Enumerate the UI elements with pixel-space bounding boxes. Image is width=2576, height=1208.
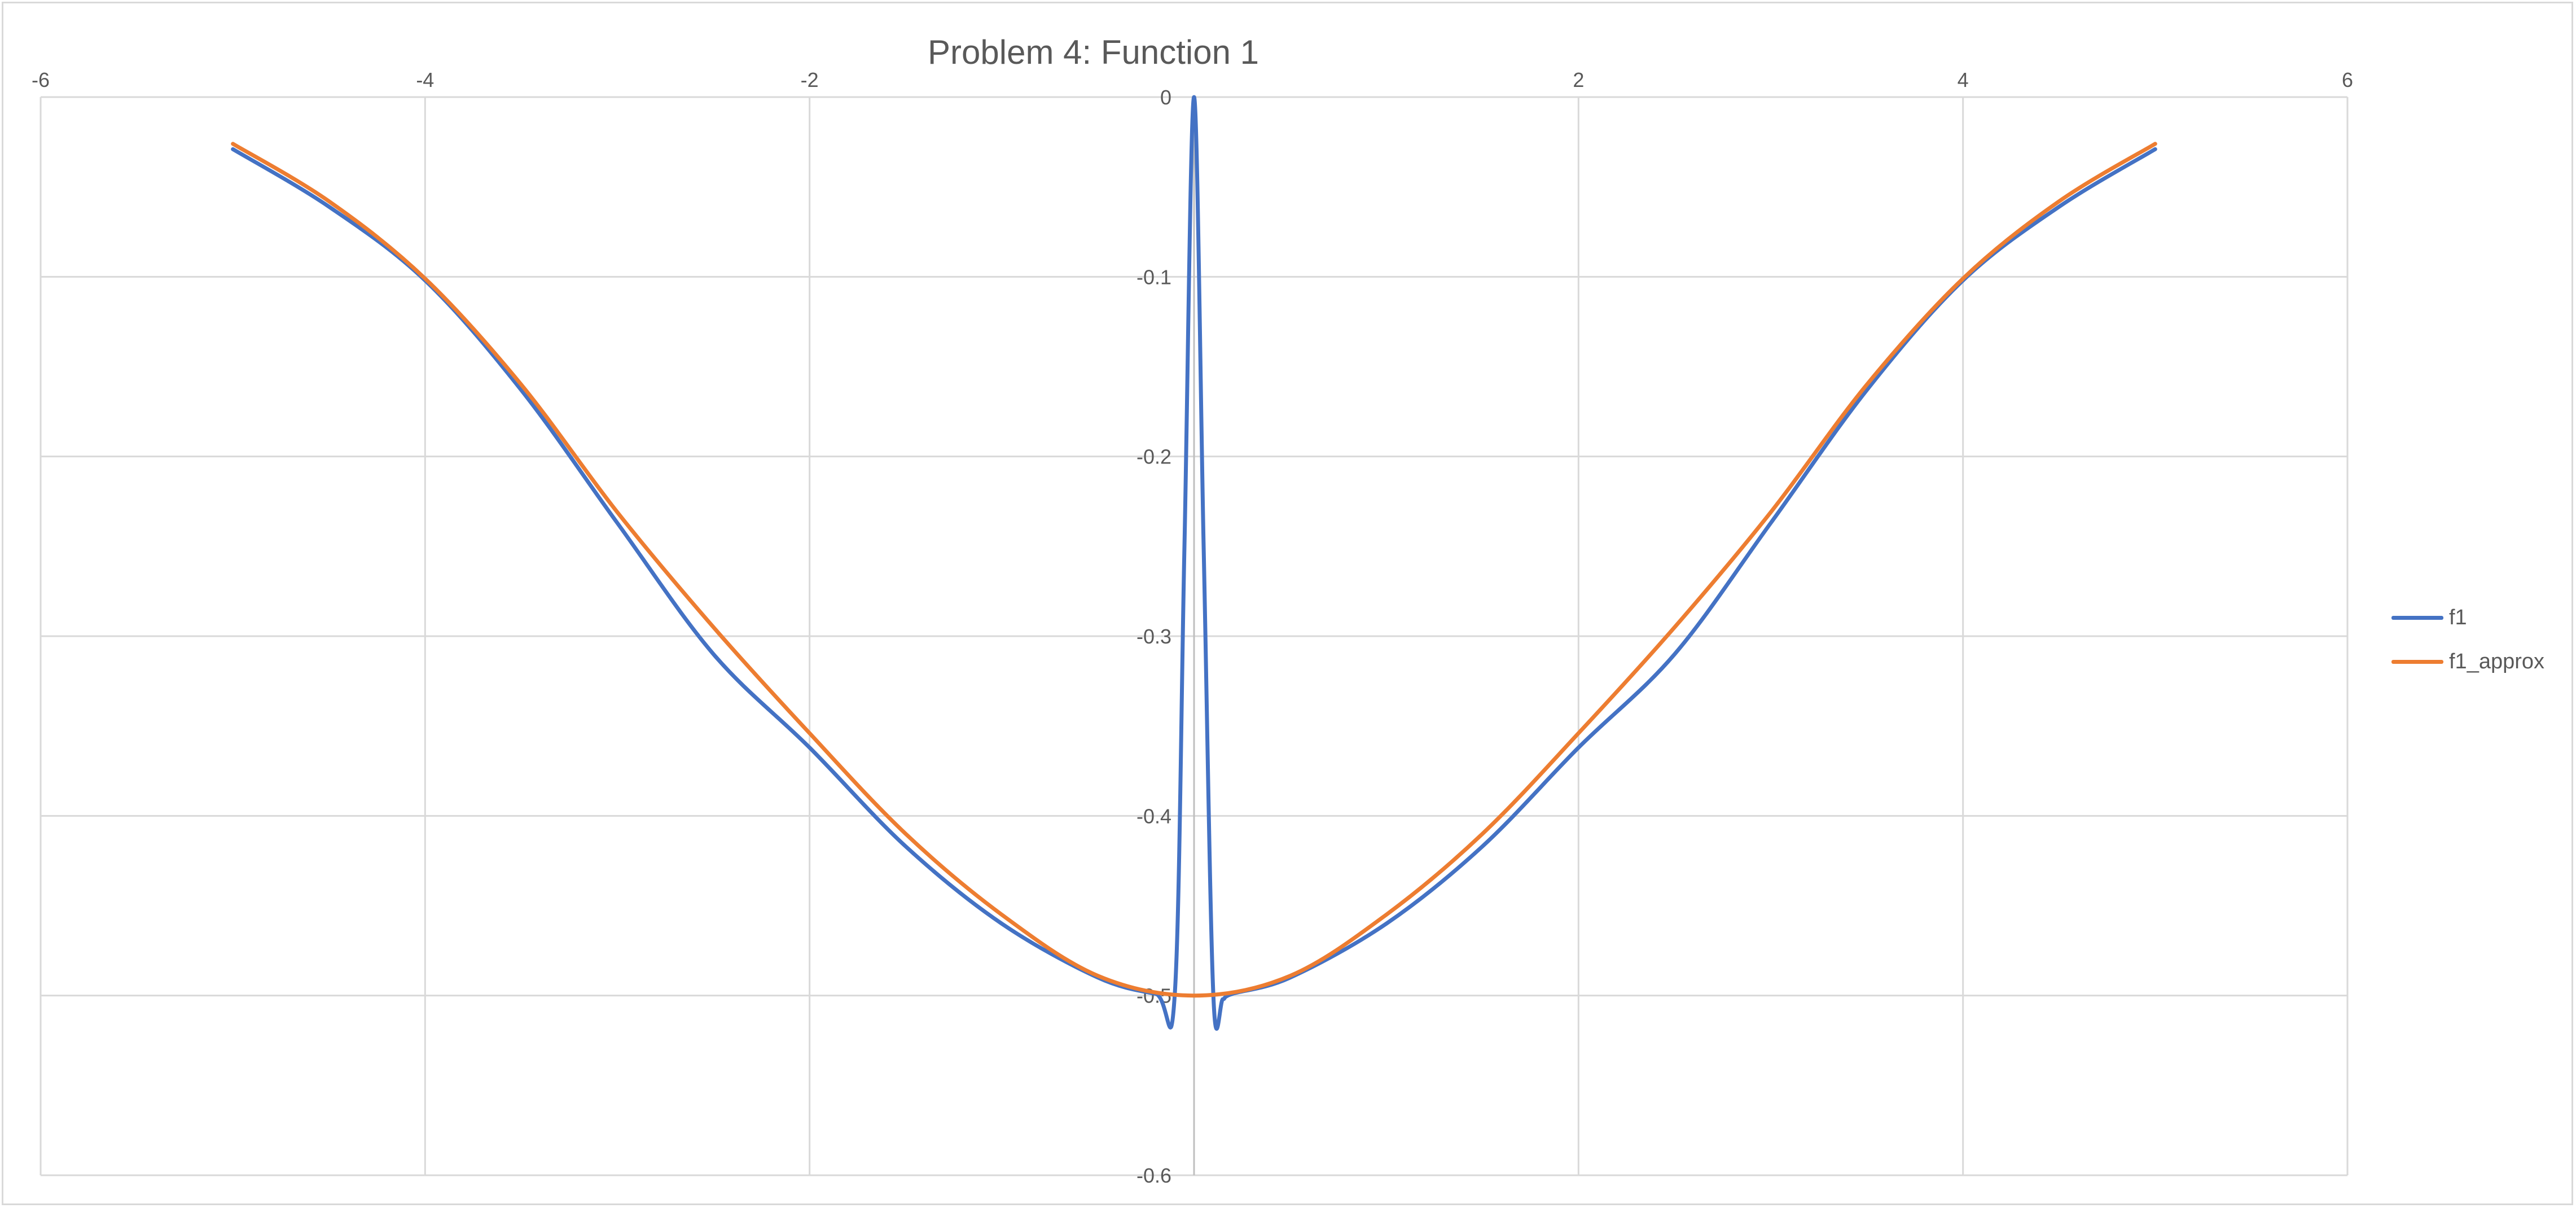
x-tick-label: -6 [32,68,50,91]
y-tick-label: -0.2 [1136,445,1171,469]
legend-item-f1-approx: f1_approx [2391,640,2544,684]
y-tick-label: -0.4 [1136,804,1171,828]
legend-swatch [2391,615,2443,620]
x-tick-label: 4 [1958,68,1969,91]
series-line-f1 [231,95,2157,1031]
y-tick-label: -0.1 [1136,265,1171,288]
y-tick-label: -0.3 [1136,625,1171,648]
y-tick-label: 0 [1160,86,1171,109]
legend-item-f1: f1 [2391,596,2544,640]
legend: f1 f1_approx [2391,596,2544,684]
x-tick-label: 2 [1573,68,1584,91]
x-tick-label: -2 [801,68,819,91]
legend-label: f1 [2449,605,2467,629]
x-tick-label: 6 [2342,68,2353,91]
chart-title: Problem 4: Function 1 [928,33,1259,71]
x-tick-label: -4 [416,68,434,91]
legend-swatch [2391,659,2443,664]
series-line-f1-approx [231,142,2157,998]
legend-label: f1_approx [2449,649,2545,673]
y-tick-label: -0.6 [1136,1164,1171,1187]
